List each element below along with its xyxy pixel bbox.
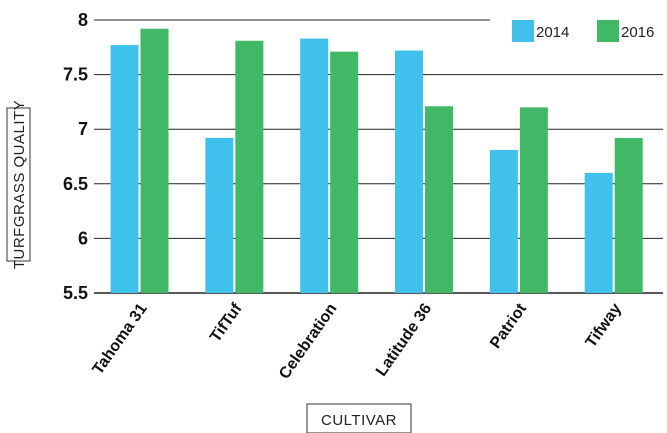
bar-2016-latitude-36: [425, 106, 454, 293]
bar-2014-celebration: [300, 38, 329, 294]
x-tick-label: Latitude 36: [373, 300, 435, 379]
bar-2014-tifway: [584, 172, 613, 293]
legend: 2014 2016: [512, 20, 654, 42]
x-axis-title: CULTIVAR: [321, 412, 397, 429]
bar-2014-latitude-36: [395, 50, 424, 293]
legend-label-2016: 2016: [621, 24, 654, 41]
bars: [110, 28, 643, 294]
legend-label-2014: 2014: [536, 24, 569, 41]
y-tick-label: 6: [78, 228, 88, 248]
legend-swatch-2016: [597, 20, 619, 42]
y-tick-label: 5.5: [63, 283, 88, 303]
legend-swatch-2014: [512, 20, 534, 42]
bar-2016-celebration: [330, 51, 359, 293]
bar-2014-patriot: [489, 149, 518, 293]
y-axis-title-box: TURFGRASS QUALITY: [6, 100, 31, 269]
bar-2016-patriot: [519, 107, 548, 293]
y-tick-label: 8: [78, 10, 88, 30]
y-axis-ticks: 5.5 6 6.5 7 7.5 8: [63, 10, 88, 303]
x-axis-title-box: CULTIVAR: [306, 403, 412, 433]
bar-2016-tiftuf: [235, 40, 264, 293]
y-tick-label: 7.5: [63, 65, 88, 85]
bar-2016-tahoma-31: [140, 28, 169, 294]
x-axis-ticks: Tahoma 31 TifTuf Celebration Latitude 36 Pat…: [90, 300, 625, 382]
bar-2014-tahoma-31: [110, 45, 139, 294]
y-tick-label: 6.5: [63, 174, 88, 194]
x-tick-label: Tifway: [583, 300, 625, 350]
x-tick-label: Tahoma 31: [90, 300, 151, 377]
gridlines: [94, 19, 663, 294]
x-tick-label: Patriot: [487, 300, 530, 352]
bar-2016-tifway: [614, 137, 643, 293]
x-tick-label: Celebration: [276, 301, 340, 383]
y-axis-title: TURFGRASS QUALITY: [11, 100, 28, 269]
y-tick-label: 7: [78, 119, 88, 139]
bar-2014-tiftuf: [205, 137, 234, 293]
x-tick-label: TifTuf: [207, 300, 246, 345]
